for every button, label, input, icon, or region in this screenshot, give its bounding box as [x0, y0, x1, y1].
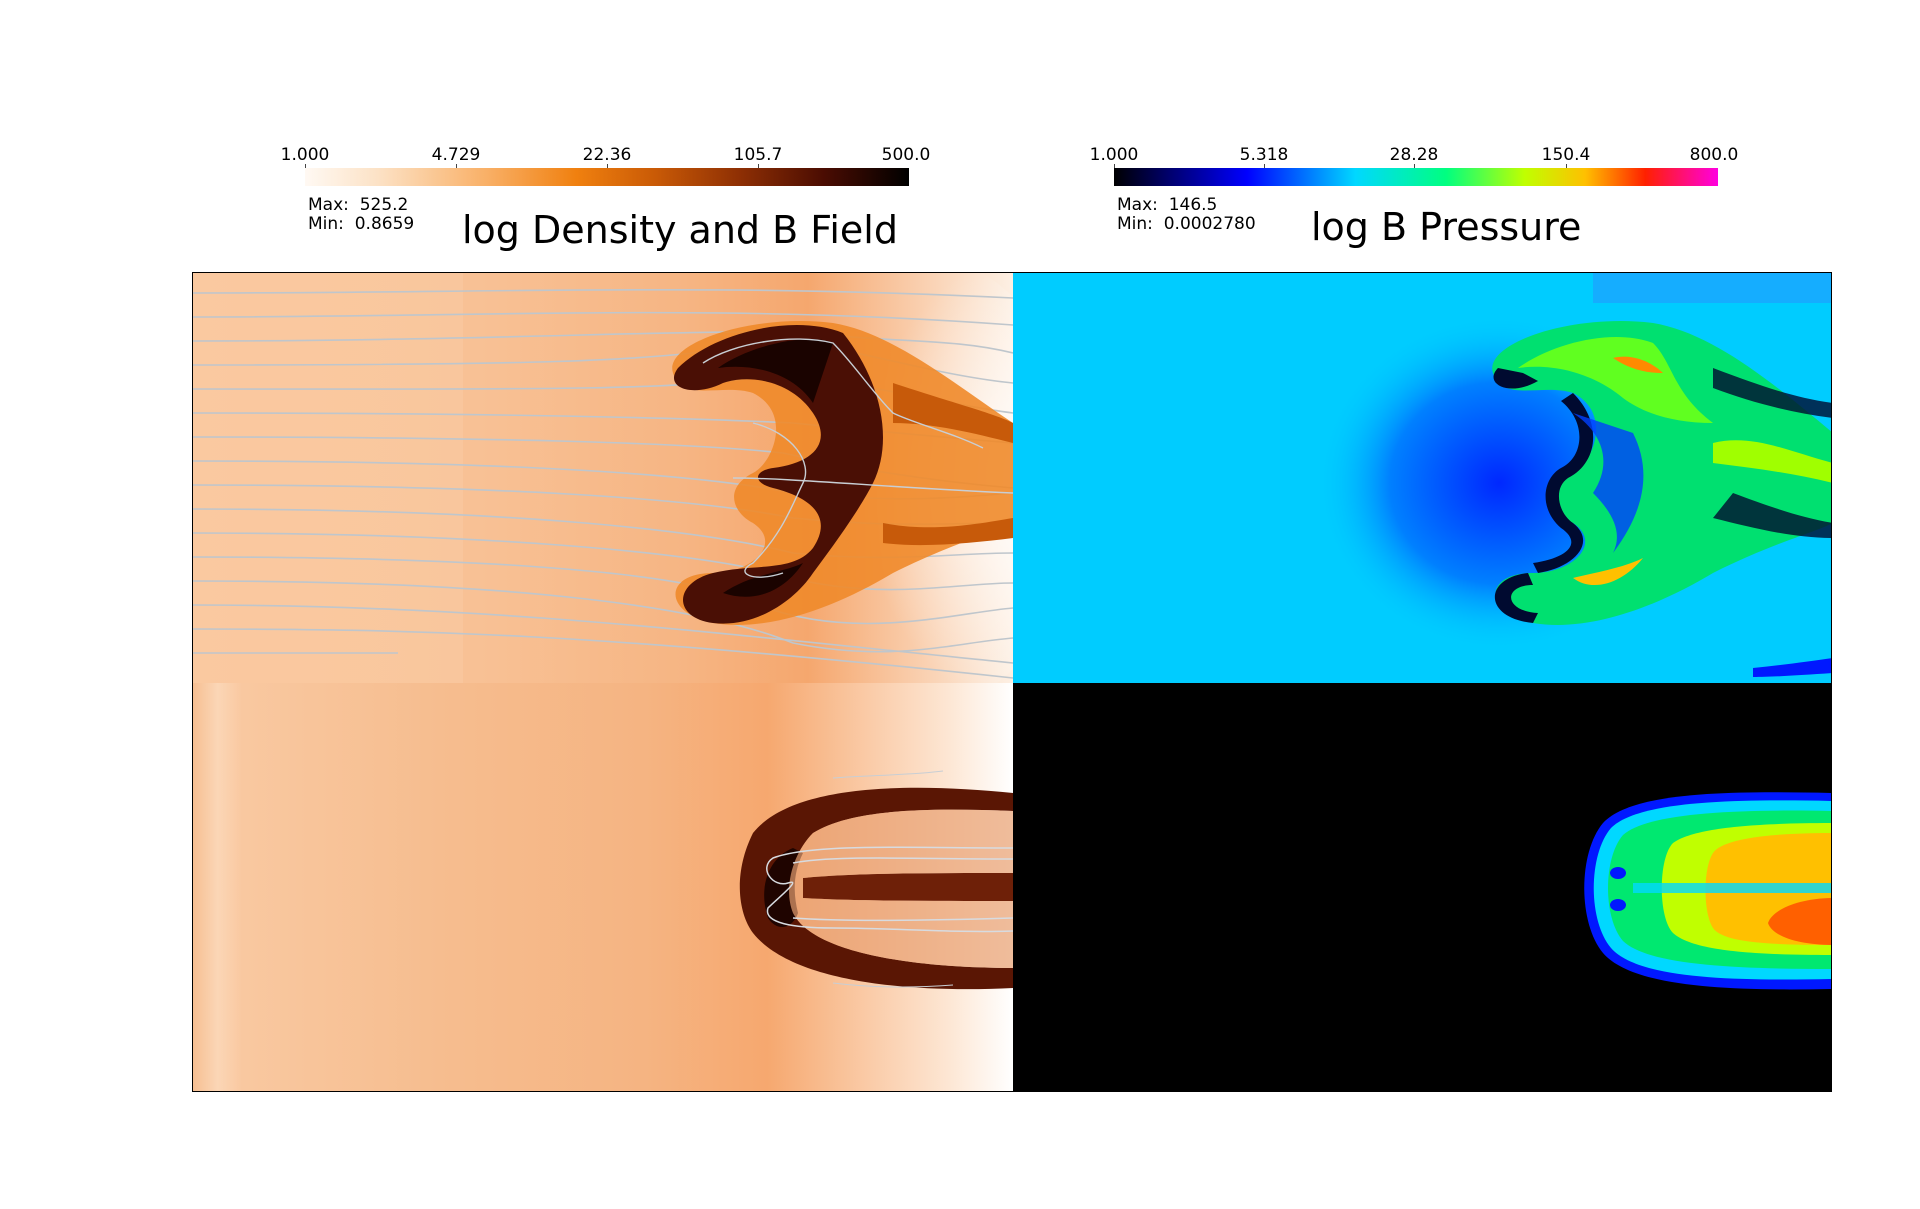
- bp-max-label: Max:: [1117, 195, 1158, 215]
- density-min: Min: 0.8659: [308, 215, 414, 234]
- density-tick-4: 500.0: [881, 145, 931, 165]
- bp-tick-3: 150.4: [1541, 145, 1591, 165]
- density-tick-1: 4.729: [431, 145, 481, 165]
- density-top-panel: [193, 273, 1013, 683]
- bp-max: Max: 146.5: [1117, 196, 1217, 215]
- bpressure-colorbar-gradient: [1114, 168, 1718, 186]
- bp-max-value: 146.5: [1168, 195, 1218, 215]
- density-tick-3: 105.7: [733, 145, 783, 165]
- bp-tick-1: 5.318: [1239, 145, 1289, 165]
- density-colorbar-gradient: [305, 168, 909, 186]
- density-max-label: Max:: [308, 195, 349, 215]
- bpressure-structure: [1492, 321, 1831, 677]
- density-max-value: 525.2: [359, 195, 409, 215]
- bpressure-title: log B Pressure: [1311, 205, 1582, 249]
- bp-min: Min: 0.0002780: [1117, 215, 1256, 234]
- density-max: Max: 525.2: [308, 196, 408, 215]
- density-tick-2: 22.36: [582, 145, 632, 165]
- density-min-label: Min:: [308, 214, 344, 234]
- bp-tick-4: 800.0: [1689, 145, 1739, 165]
- bpressure-bottom-panel: [1013, 683, 1831, 1091]
- bp-min-value: 0.0002780: [1163, 214, 1256, 234]
- density-structure: [672, 321, 1013, 625]
- bp-min-label: Min:: [1117, 214, 1153, 234]
- density-bottom-panel: [193, 683, 1013, 1091]
- bpressure-jet: [1584, 792, 1831, 990]
- density-min-value: 0.8659: [354, 214, 415, 234]
- inner-field-lines: [702, 338, 1013, 578]
- density-title: log Density and B Field: [462, 208, 898, 252]
- plot-frame: [192, 272, 1832, 1092]
- density-tick-0: 1.000: [280, 145, 330, 165]
- bpressure-top-panel: [1013, 273, 1831, 683]
- jet-field-lines: [766, 770, 1013, 988]
- bp-tick-0: 1.000: [1089, 145, 1139, 165]
- bp-tick-2: 28.28: [1389, 145, 1439, 165]
- density-jet: [739, 787, 1013, 990]
